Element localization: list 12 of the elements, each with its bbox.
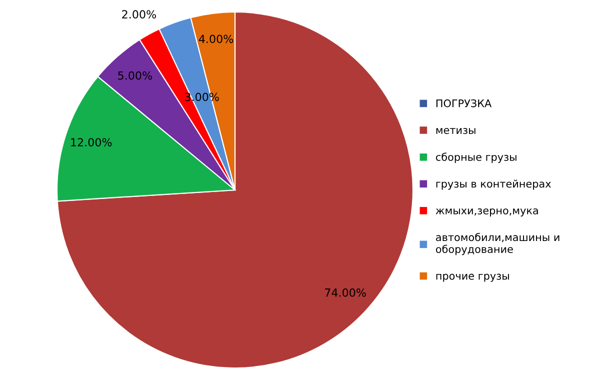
legend-label: метизы [436, 128, 476, 134]
data-label: 12.00% [71, 138, 112, 146]
legend-label: автомобили,машины и оборудование [436, 232, 560, 256]
data-label: 4.00% [198, 34, 234, 44]
data-label: 74.00% [325, 288, 366, 297]
legend-label: прочие грузы [436, 274, 509, 282]
legend-label: сборные грузы [436, 152, 516, 163]
legend-label: жмыхи,зерно,мука [436, 208, 538, 216]
data-label: 5.00% [118, 71, 152, 80]
legend-label: ПОГРУЗКА [436, 99, 492, 108]
legend-label: грузы в контейнерах [436, 180, 551, 190]
data-label: 2.00% [122, 10, 156, 19]
